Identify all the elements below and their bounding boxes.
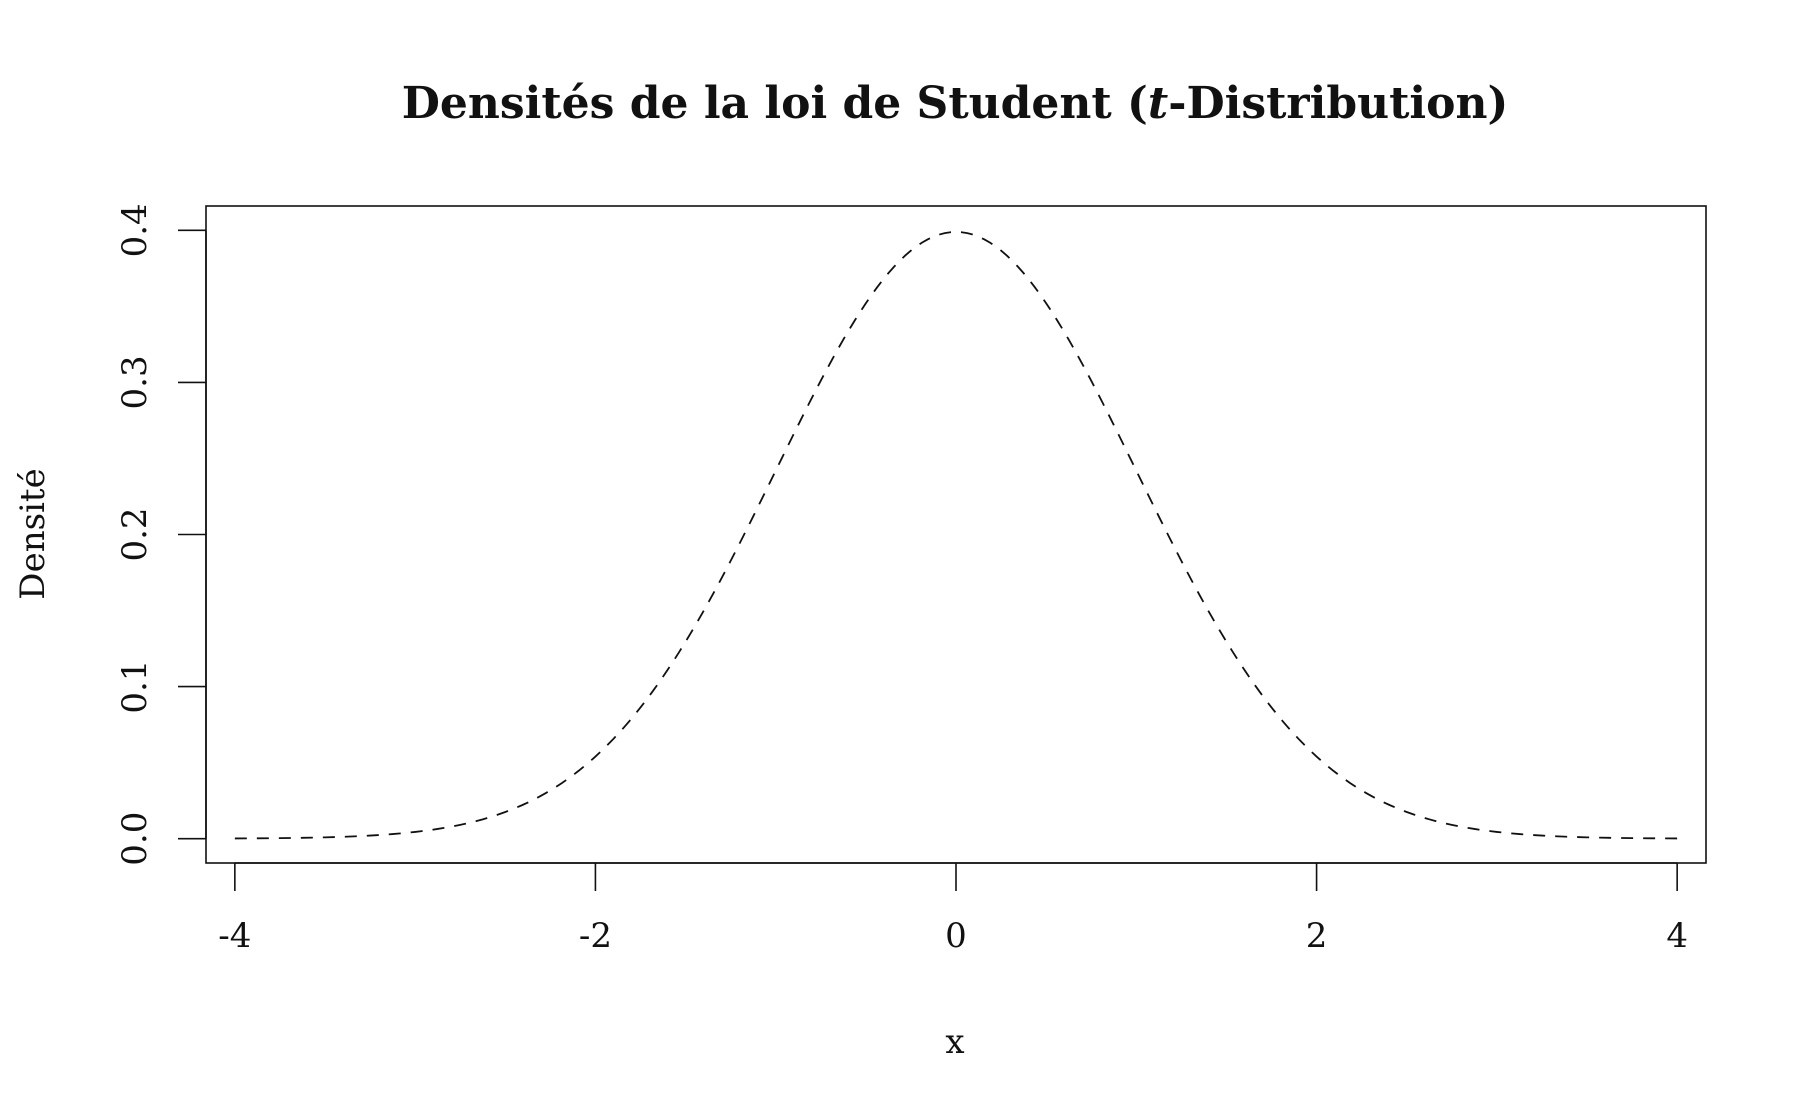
x-axis: -4 -2 0 2 4 bbox=[218, 862, 1688, 956]
x-tick-label: -2 bbox=[579, 916, 612, 956]
y-tick-label: 0.0 bbox=[115, 812, 155, 866]
chart-title-italic: t bbox=[1148, 78, 1168, 129]
chart-title-start: Densités de la loi de Student ( bbox=[402, 78, 1148, 129]
x-tick-label: 0 bbox=[945, 916, 967, 956]
y-tick-label: 0.1 bbox=[115, 660, 155, 714]
chart-title-end: -Distribution) bbox=[1168, 78, 1508, 129]
y-axis-label: Densité bbox=[13, 468, 53, 599]
y-tick-label: 0.4 bbox=[115, 203, 155, 257]
chart-title: Densités de la loi de Student (t-Distrib… bbox=[402, 78, 1509, 129]
y-tick-label: 0.2 bbox=[115, 507, 155, 561]
x-tick-label: -4 bbox=[218, 916, 251, 956]
x-axis-label: x bbox=[945, 1022, 964, 1062]
series-layer bbox=[234, 231, 1678, 840]
density-curve bbox=[234, 231, 1678, 840]
plot-frame bbox=[205, 205, 1707, 864]
y-axis: 0.0 0.1 0.2 0.3 0.4 bbox=[115, 203, 207, 866]
x-tick-label: 4 bbox=[1666, 916, 1688, 956]
x-tick-label: 2 bbox=[1306, 916, 1328, 956]
y-tick-label: 0.3 bbox=[115, 355, 155, 409]
